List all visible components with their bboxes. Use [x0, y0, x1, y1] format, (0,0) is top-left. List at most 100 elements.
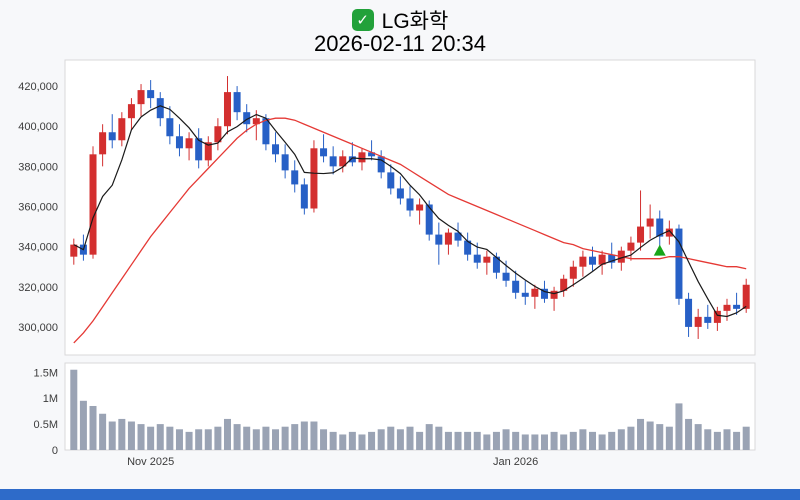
candle-down — [272, 144, 280, 155]
candle-down — [589, 256, 597, 265]
volume-bar — [118, 418, 126, 450]
volume-bar — [512, 431, 520, 450]
volume-bar — [281, 426, 289, 450]
volume-bar — [185, 431, 193, 450]
volume-bar — [348, 431, 356, 450]
volume-bar — [406, 426, 414, 450]
candle-up — [416, 204, 424, 211]
candle-up — [665, 228, 673, 237]
candle-up — [723, 304, 731, 311]
candle-up — [560, 278, 568, 291]
candle-down — [368, 152, 376, 157]
candle-down — [195, 138, 203, 161]
candle-up — [637, 226, 645, 243]
candle-down — [454, 232, 462, 241]
volume-bar — [300, 421, 308, 450]
volume-bar — [627, 426, 635, 450]
ma-long-line — [73, 117, 747, 344]
candle-up — [550, 290, 558, 299]
volume-bar — [329, 431, 337, 450]
candle-down — [348, 156, 356, 163]
candle-down — [502, 272, 510, 281]
volume-bar — [713, 431, 721, 450]
volume-bar — [608, 431, 616, 450]
volume-bar — [704, 429, 712, 450]
candle-up — [137, 90, 145, 105]
candle-up — [579, 256, 587, 267]
volume-bar — [320, 429, 328, 450]
candle-up — [89, 154, 97, 255]
chart-datetime: 2026-02-11 20:34 — [313, 31, 487, 56]
price-tick-label: 360,000 — [18, 201, 58, 213]
candle-up — [252, 118, 260, 125]
volume-bar — [368, 431, 376, 450]
candle-up — [742, 284, 750, 309]
volume-bar — [560, 434, 568, 450]
volume-bar — [540, 434, 548, 450]
volume-bar — [598, 434, 606, 450]
price-tick-label: 380,000 — [18, 161, 58, 173]
volume-bar — [579, 429, 587, 450]
candle-down — [464, 240, 472, 255]
volume-bar — [223, 418, 231, 450]
candle-down — [608, 254, 616, 263]
candle-down — [175, 136, 183, 149]
volume-bar — [377, 429, 385, 450]
candle-up — [70, 244, 78, 257]
volume-bar — [272, 429, 280, 450]
volume-bar — [444, 431, 452, 450]
volume-bar — [195, 429, 203, 450]
volume-bar — [454, 431, 462, 450]
volume-bar — [492, 431, 500, 450]
candle-up — [598, 254, 606, 265]
candle-down — [704, 316, 712, 323]
candle-down — [300, 184, 308, 209]
volume-bar — [108, 421, 116, 450]
volume-bar — [358, 434, 366, 450]
candle-up — [214, 126, 222, 143]
candle-down — [291, 170, 299, 185]
candle-down — [521, 292, 529, 297]
volume-bar — [646, 421, 654, 450]
candle-down — [147, 90, 155, 99]
candle-up — [310, 148, 318, 209]
volume-tick-label: 0.5M — [34, 419, 58, 431]
candle-down — [540, 288, 548, 299]
volume-tick-label: 0 — [52, 445, 58, 457]
candle-down — [243, 112, 251, 125]
candle-down — [156, 98, 164, 119]
check-glyph: ✓ — [356, 11, 369, 29]
candle-down — [492, 256, 500, 273]
candle-down — [675, 228, 683, 299]
volume-bar — [656, 424, 664, 450]
chart-header: ✓ LG화학 — [0, 5, 800, 35]
volume-bar — [685, 418, 693, 450]
volume-tick-label: 1.5M — [34, 367, 58, 379]
volume-bar — [675, 403, 683, 450]
candle-up — [339, 156, 347, 167]
volume-bar — [733, 431, 741, 450]
candle-down — [329, 156, 337, 167]
volume-bar — [214, 426, 222, 450]
volume-bar — [569, 431, 577, 450]
volume-bar — [89, 405, 97, 450]
price-tick-label: 320,000 — [18, 282, 58, 294]
volume-bar — [464, 431, 472, 450]
volume-bar — [550, 431, 558, 450]
candle-down — [406, 198, 414, 211]
volume-bar — [99, 413, 107, 450]
candle-down — [233, 92, 241, 113]
volume-bar — [204, 429, 212, 450]
candle-up — [185, 138, 193, 149]
volume-bar — [156, 424, 164, 450]
volume-bar — [387, 426, 395, 450]
candle-down — [387, 172, 395, 189]
candle-up — [569, 266, 577, 279]
volume-bar — [166, 426, 174, 450]
bottom-bar — [0, 489, 800, 500]
volume-bar — [147, 426, 155, 450]
candle-down — [656, 218, 664, 237]
volume-bar — [70, 369, 78, 450]
candle-down — [396, 188, 404, 199]
